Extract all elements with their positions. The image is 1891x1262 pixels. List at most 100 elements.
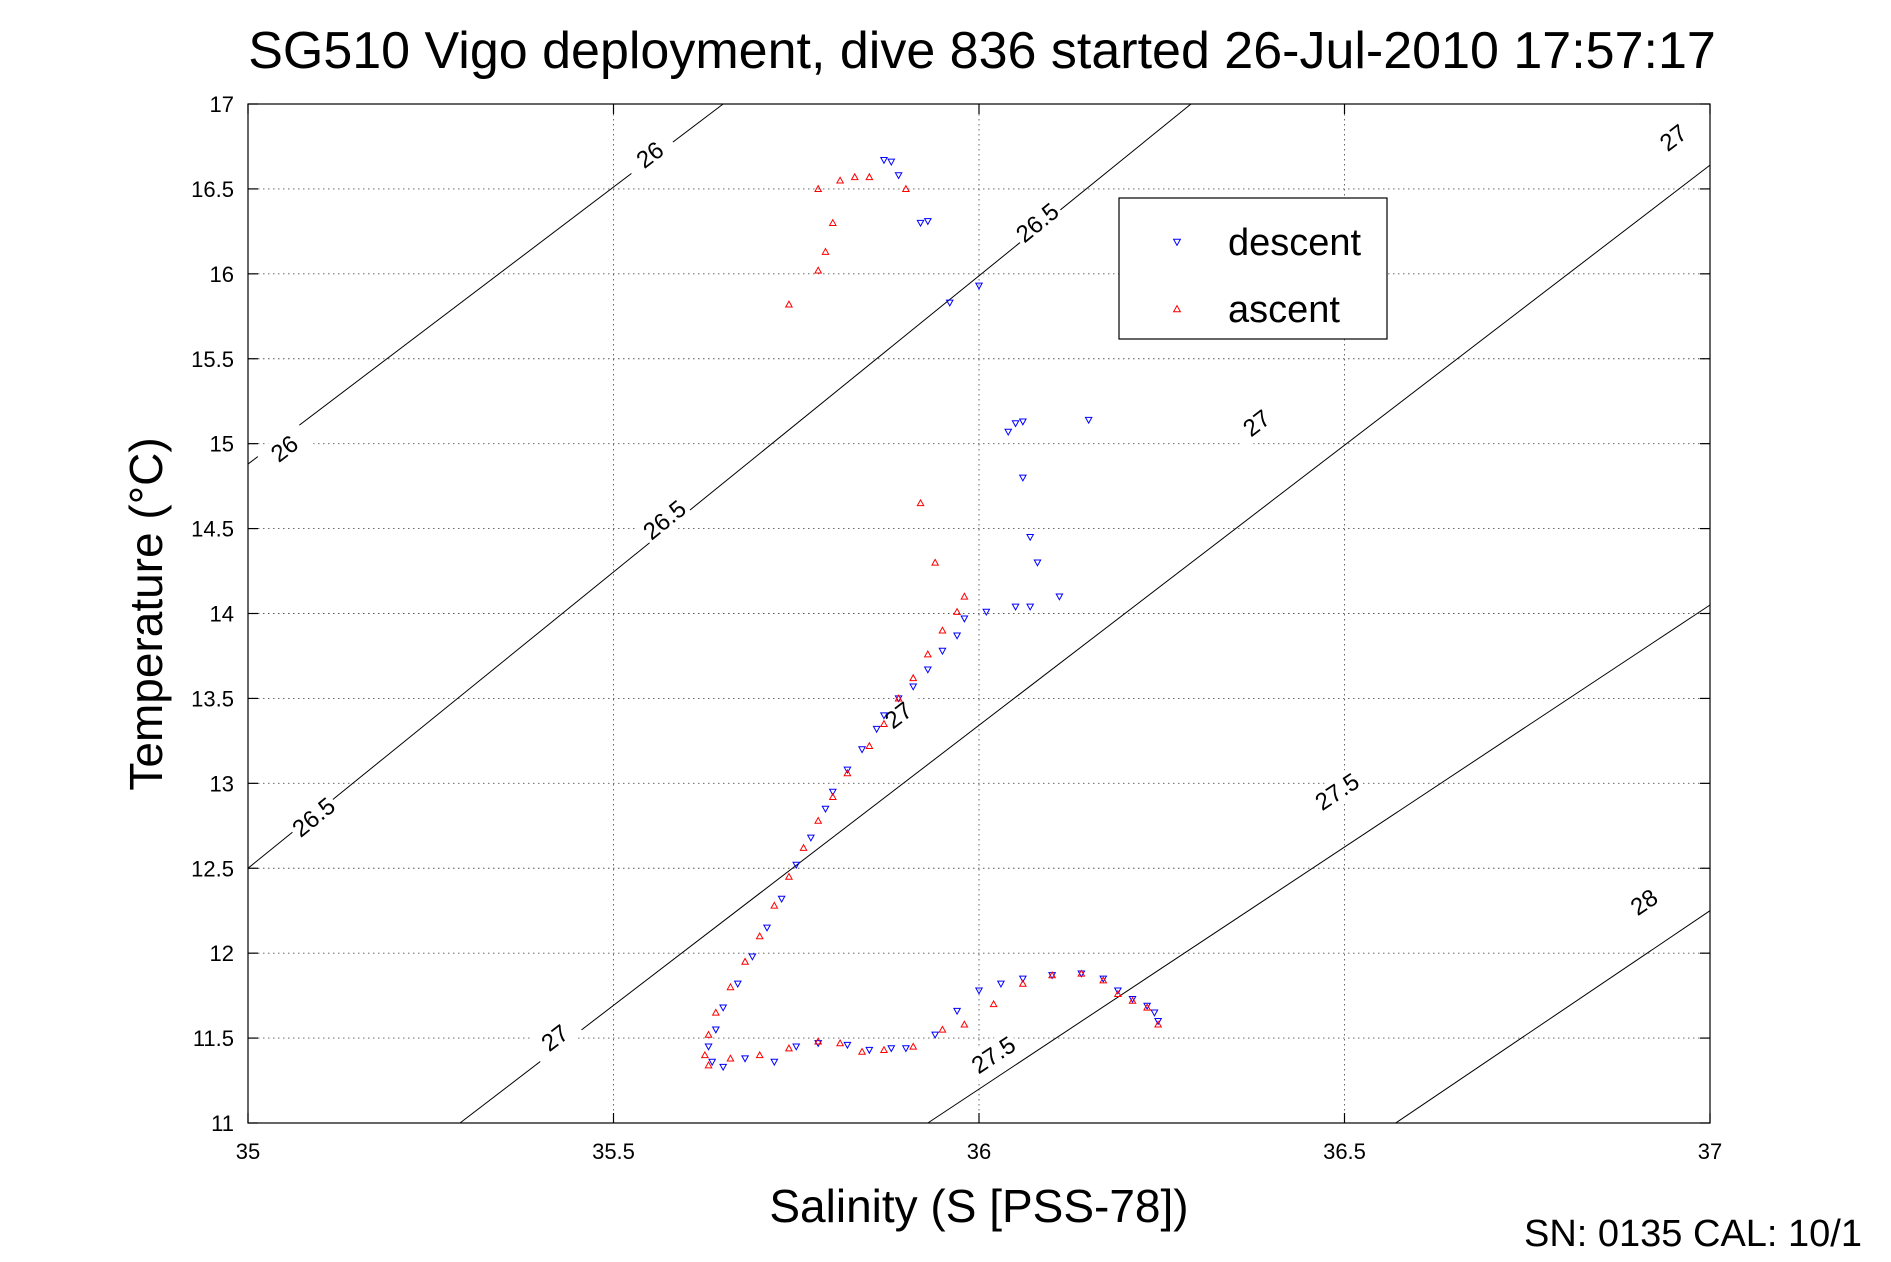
legend-marker-descent (1172, 238, 1182, 247)
ascent-point (814, 266, 823, 274)
descent-point (792, 861, 801, 870)
ascent-point (784, 872, 793, 880)
ascent-point (1099, 976, 1108, 984)
contour-label-background (1307, 765, 1367, 818)
descent-point (931, 1031, 940, 1039)
ascent-point (784, 300, 793, 308)
ascent-point (814, 1037, 823, 1045)
descent-point (1018, 975, 1027, 983)
y-tick-label: 13 (210, 771, 234, 796)
descent-point (1033, 559, 1042, 567)
ascent-point (989, 999, 998, 1008)
descent-point (1026, 534, 1035, 542)
axis-ticks: 35 35.5 36 36.5 37 11 11.5 12 12.5 13 13.5 14 14.5 15… (191, 92, 1722, 1164)
ascent-point (894, 694, 903, 702)
descent-point (887, 158, 896, 166)
descent-point (711, 1026, 720, 1034)
descent-point (1084, 416, 1093, 425)
descent-point (857, 746, 867, 754)
legend-label-ascent: ascent (1228, 289, 1340, 331)
ascent-point (1048, 971, 1057, 979)
ascent-point (1128, 996, 1137, 1004)
descent-point (1128, 995, 1137, 1004)
descent-point (704, 1043, 713, 1051)
y-axis-label: Temperature (°C) (120, 437, 172, 790)
ascent-point (865, 741, 874, 750)
descent-point (792, 1043, 801, 1051)
descent-point (865, 1046, 874, 1055)
chart-title: SG510 Vigo deployment, dive 836 started … (248, 22, 1716, 80)
ascent-point (814, 184, 823, 192)
series-ascent (700, 172, 1163, 1069)
descent-point (974, 987, 984, 995)
descent-point (945, 299, 954, 307)
legend: descent ascent (1118, 197, 1388, 340)
ascent-point (799, 843, 808, 851)
descent-point (879, 712, 889, 720)
footer-serial-calibration: SN: 0135 CAL: 10/1 (1524, 1213, 1862, 1255)
descent-point (872, 725, 881, 734)
descent-point (923, 666, 932, 674)
density-contour-line (459, 164, 1711, 1124)
ascent-point (828, 218, 837, 226)
descent-point (901, 1045, 910, 1053)
y-tick-label: 16 (210, 262, 234, 287)
descent-point (708, 1058, 717, 1067)
descent-point (879, 156, 889, 165)
descent-point (887, 1045, 896, 1053)
descent-point (1055, 593, 1064, 601)
descent-point (1026, 603, 1035, 611)
contour-label-background (525, 1011, 585, 1066)
descent-point (821, 805, 830, 814)
contour-label-background (869, 688, 928, 743)
ascent-point (909, 1042, 918, 1050)
y-tick-label: 16.5 (191, 177, 234, 202)
legend-label-descent: descent (1228, 222, 1362, 264)
contour-label-background (1008, 195, 1067, 251)
descent-point (953, 1007, 962, 1016)
descent-point (938, 647, 947, 656)
ascent-point (953, 607, 962, 615)
descent-point (828, 788, 837, 797)
density-contour-line (927, 604, 1711, 1124)
ascent-point (700, 1050, 709, 1059)
descent-point (982, 608, 991, 617)
data-series (700, 156, 1163, 1072)
ascent-point (704, 1061, 713, 1069)
descent-point (719, 1063, 728, 1072)
ascent-point (1154, 1020, 1163, 1028)
ascent-point (1113, 989, 1122, 997)
descent-point (953, 632, 962, 640)
y-tick-label: 13.5 (191, 686, 234, 711)
x-tick-label: 36.5 (1323, 1139, 1366, 1164)
descent-point (1154, 1018, 1163, 1026)
descent-point (974, 282, 984, 290)
descent-point (814, 1040, 823, 1048)
ascent-point (916, 498, 925, 507)
ascent-point (879, 1045, 889, 1054)
legend-marker-ascent (1172, 304, 1182, 313)
ascent-point (901, 184, 910, 192)
y-tick-label: 14.5 (191, 517, 234, 542)
ascent-point (1018, 979, 1027, 987)
descent-point (960, 615, 969, 623)
descent-point (770, 1058, 779, 1067)
descent-point (1099, 975, 1108, 983)
ascent-point (938, 1025, 947, 1033)
descent-point (777, 895, 786, 904)
descent-point (923, 218, 932, 226)
descent-point (733, 980, 742, 988)
ascent-point (938, 626, 947, 634)
contour-label-background (620, 128, 680, 182)
descent-point (909, 683, 918, 691)
descent-point (996, 980, 1005, 988)
ascent-point (836, 1038, 845, 1047)
ascent-point (741, 957, 750, 965)
contour-label-background (635, 492, 694, 548)
y-tick-label: 12.5 (191, 856, 234, 881)
ascent-point (1077, 969, 1086, 977)
ascent-point (931, 558, 940, 566)
descent-point (843, 1041, 852, 1050)
